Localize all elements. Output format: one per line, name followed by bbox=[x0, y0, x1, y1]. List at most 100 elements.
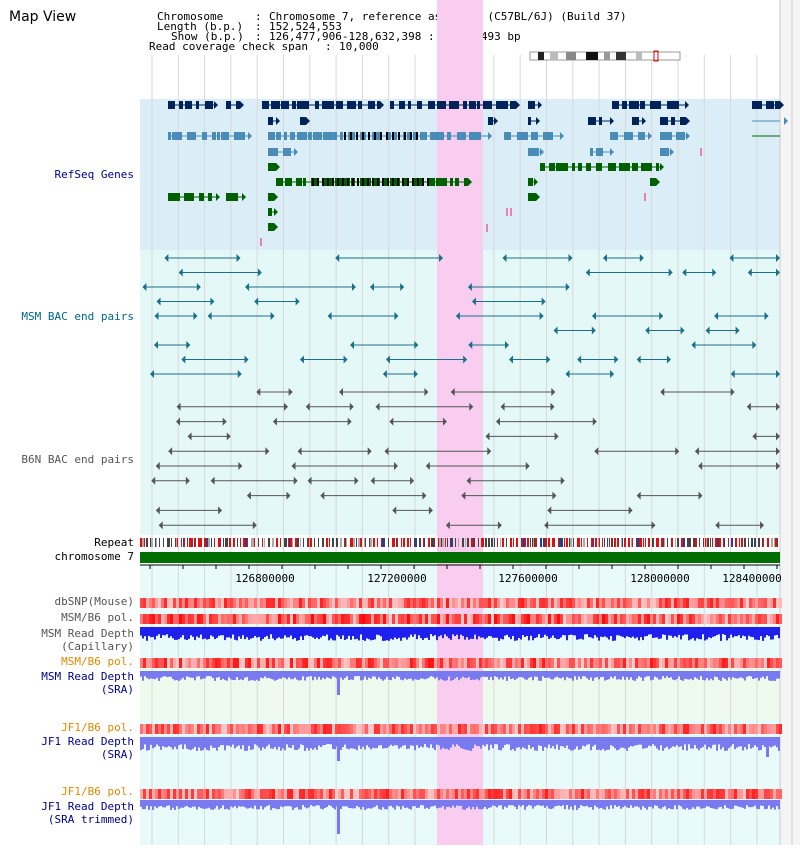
jf1-b6-pol-heat-cell bbox=[425, 724, 428, 734]
jf1-sra-depth-bar bbox=[660, 737, 662, 746]
msm-sra-depth-bar bbox=[544, 671, 546, 678]
jf1-sra-depth-bar bbox=[362, 737, 364, 747]
jf1-b6-pol-heat-cell bbox=[287, 789, 290, 799]
msm-capillary-depth-bar bbox=[772, 627, 774, 640]
msm-b6-pol-heat-cell bbox=[572, 658, 575, 668]
jf1-sra-depth-bar bbox=[732, 737, 734, 745]
jf1-sra-depth-bar bbox=[604, 737, 606, 751]
jf1-b6-pol-heat-cell bbox=[212, 724, 215, 734]
jf1-trimmed-depth-bar bbox=[390, 800, 392, 806]
track-label-msm-depth-capillary[interactable]: MSM Read Depth bbox=[41, 627, 134, 640]
msm-sra-depth-bar bbox=[192, 671, 194, 678]
msm-b6-pol-heat-cell bbox=[482, 658, 485, 668]
msm-sra-depth-bar bbox=[738, 671, 740, 679]
jf1-sra-depth-bar bbox=[462, 737, 464, 749]
jf1-trimmed-depth-bar bbox=[698, 800, 700, 807]
gene-exon bbox=[496, 101, 508, 109]
msm-sra-depth-bar bbox=[692, 671, 694, 681]
track-label-msm-depth-sra[interactable]: MSM Read Depth bbox=[41, 670, 134, 683]
msm-sra-depth-bar bbox=[480, 671, 482, 678]
jf1-b6-pol-heat-cell bbox=[395, 724, 398, 734]
msm-capillary-depth-bar bbox=[614, 627, 616, 641]
msm-capillary-depth-bar bbox=[666, 627, 668, 640]
msm-b6-pol-heat-cell bbox=[386, 614, 389, 624]
jf1-sra-depth-bar bbox=[706, 737, 708, 750]
track-label-chromosome[interactable]: chromosome 7 bbox=[54, 550, 134, 563]
repeat-mark bbox=[336, 538, 337, 547]
track-label-jf1-depth-trimmed[interactable]: JF1 Read Depth bbox=[41, 800, 134, 813]
msm-capillary-depth-bar bbox=[300, 627, 302, 637]
jf1-b6-pol-heat-cell bbox=[581, 789, 584, 799]
jf1-sra-depth-bar bbox=[662, 737, 664, 751]
msm-b6-pol-heat-cell bbox=[311, 658, 314, 668]
jf1-trimmed-depth-bar bbox=[310, 800, 312, 806]
jf1-sra-depth-bar bbox=[652, 737, 654, 745]
track-label-jf1-b6-pol[interactable]: JF1/B6 pol. bbox=[61, 721, 134, 734]
jf1-trimmed-depth-bar bbox=[366, 800, 368, 809]
msm-sra-depth-bar bbox=[676, 671, 678, 680]
jf1-trimmed-depth-bar bbox=[418, 800, 420, 808]
jf1-b6-pol-heat-cell bbox=[599, 789, 602, 799]
msm-sra-depth-bar bbox=[636, 671, 638, 679]
jf1-b6-pol-heat-cell bbox=[410, 789, 413, 799]
jf1-sra-depth-bar bbox=[498, 737, 500, 750]
jf1-trimmed-depth-bar bbox=[304, 800, 306, 808]
track-label-b6n-bac[interactable]: B6N BAC end pairs bbox=[21, 453, 134, 466]
jf1-b6-pol-heat-cell bbox=[437, 724, 440, 734]
jf1-sra-depth-bar bbox=[548, 737, 550, 745]
msm-sra-depth-bar bbox=[188, 671, 190, 678]
msm-capillary-depth-bar bbox=[382, 627, 384, 641]
jf1-b6-pol-heat-cell bbox=[257, 724, 260, 734]
repeat-mark bbox=[741, 538, 743, 547]
gene-exon-dark bbox=[412, 178, 414, 186]
msm-sra-depth-bar-spike bbox=[337, 671, 340, 695]
gene-exon bbox=[368, 101, 375, 109]
msm-b6-pol-heat-cell bbox=[191, 614, 194, 624]
msm-b6-pol-heat-cell bbox=[389, 658, 392, 668]
msm-b6-pol-heat-cell bbox=[413, 658, 416, 668]
jf1-sra-depth-bar bbox=[442, 737, 444, 748]
repeat-mark bbox=[719, 538, 721, 547]
msm-capillary-depth-bar bbox=[506, 627, 508, 635]
gene-exon-dark bbox=[398, 132, 400, 140]
repeat-mark bbox=[569, 538, 570, 547]
msm-b6-pol-heat-cell bbox=[647, 658, 650, 668]
track-label-refseq-genes[interactable]: RefSeq Genes bbox=[54, 168, 134, 181]
jf1-sra-depth-bar bbox=[734, 737, 736, 750]
jf1-sra-depth-bar bbox=[166, 737, 168, 748]
jf1-trimmed-depth-bar bbox=[424, 800, 426, 809]
jf1-trimmed-depth-bar bbox=[598, 800, 600, 809]
track-label-jf1-depth-sra[interactable]: JF1 Read Depth bbox=[41, 735, 134, 748]
track-label-msm-b6-pol[interactable]: MSM/B6 pol. bbox=[61, 611, 134, 624]
msm-b6-pol-heat-cell bbox=[701, 658, 704, 668]
msm-capillary-depth-bar bbox=[534, 627, 536, 639]
axis-tick-label: 127600000 bbox=[498, 572, 558, 585]
jf1-sra-depth-bar bbox=[546, 737, 548, 749]
repeat-mark bbox=[583, 538, 585, 547]
msm-capillary-depth-bar bbox=[682, 627, 684, 636]
msm-sra-depth-bar bbox=[408, 671, 410, 679]
dbsnp-heat-cell bbox=[452, 598, 455, 608]
msm-b6-pol-heat-cell bbox=[542, 614, 545, 624]
msm-capillary-depth-bar bbox=[544, 627, 546, 635]
jf1-sra-depth-bar bbox=[502, 737, 504, 748]
jf1-sra-depth-bar bbox=[412, 737, 414, 746]
track-label-msm-bac[interactable]: MSM BAC end pairs bbox=[21, 310, 134, 323]
track-label-msm-b6-pol-2[interactable]: MSM/B6 pol. bbox=[61, 655, 134, 668]
jf1-sra-depth-bar bbox=[642, 737, 644, 749]
gene-exon bbox=[612, 101, 619, 109]
jf1-b6-pol-heat-cell bbox=[695, 789, 698, 799]
msm-capillary-depth-bar bbox=[264, 627, 266, 638]
msm-sra-depth-bar bbox=[682, 671, 684, 681]
track-label-dbsnp[interactable]: dbSNP(Mouse) bbox=[54, 595, 134, 608]
gene-exon bbox=[436, 178, 447, 186]
repeat-mark bbox=[494, 538, 495, 547]
track-label-jf1-b6-pol-2[interactable]: JF1/B6 pol. bbox=[61, 785, 134, 798]
msm-b6-pol-heat-cell bbox=[152, 658, 155, 668]
jf1-b6-pol-heat-cell bbox=[329, 789, 332, 799]
msm-capillary-depth-bar bbox=[424, 627, 426, 639]
msm-sra-depth-bar bbox=[206, 671, 208, 677]
track-label-repeat[interactable]: Repeat bbox=[94, 536, 134, 549]
msm-b6-pol-heat-cell bbox=[341, 614, 344, 624]
